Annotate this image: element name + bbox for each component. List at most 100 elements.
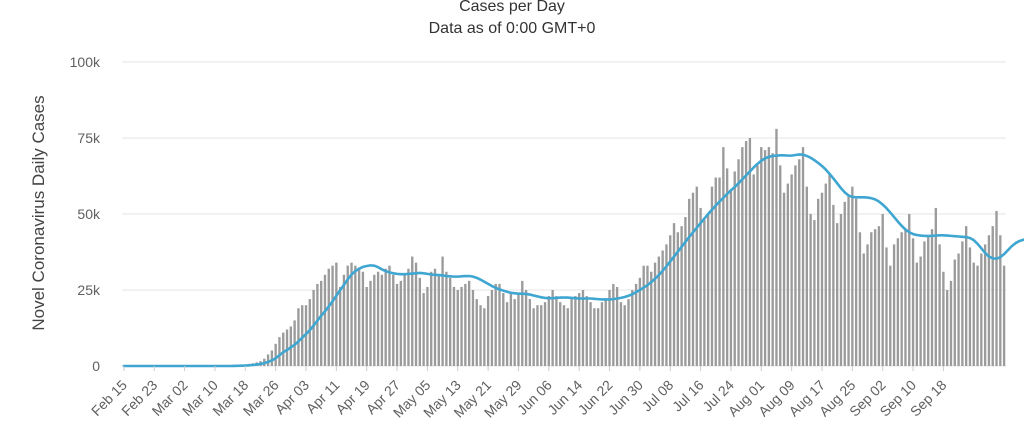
bar — [684, 217, 687, 366]
bar — [862, 253, 865, 366]
bar — [471, 290, 475, 366]
chart-subtitle: Data as of 0:00 GMT+0 — [429, 20, 596, 37]
bar — [464, 283, 467, 366]
bar — [524, 290, 528, 366]
bar — [528, 299, 532, 366]
bar — [870, 232, 873, 366]
bar — [703, 220, 706, 366]
bar — [748, 138, 752, 366]
y-tick-label: 25k — [77, 282, 101, 298]
bar — [744, 141, 748, 366]
bar — [475, 299, 478, 366]
bar — [589, 302, 592, 366]
bar — [502, 293, 505, 366]
bar — [991, 226, 994, 366]
bar — [699, 207, 702, 366]
bar — [540, 305, 543, 366]
bar — [680, 226, 683, 366]
bar — [710, 186, 714, 366]
bar — [885, 247, 888, 366]
bar — [809, 214, 812, 366]
bar — [790, 174, 793, 366]
bar — [824, 183, 827, 366]
bar — [494, 283, 497, 366]
bar — [285, 329, 289, 366]
x-tick-label: Jun 30 — [605, 377, 646, 418]
bar — [786, 183, 790, 366]
bar — [449, 277, 452, 366]
bar — [357, 268, 361, 366]
bar — [946, 290, 949, 366]
bar — [892, 244, 896, 366]
bar — [308, 299, 311, 366]
bar — [619, 302, 623, 366]
bar — [430, 271, 433, 366]
x-tick-label: Apr 03 — [272, 377, 313, 418]
bar — [938, 244, 941, 366]
bar — [543, 302, 547, 366]
bar — [418, 277, 422, 366]
x-tick-label: Jul 16 — [669, 377, 707, 415]
bar — [665, 244, 668, 366]
bar — [771, 153, 774, 366]
x-tick-label: Jul 08 — [639, 377, 677, 415]
bar — [596, 308, 600, 366]
bar — [779, 165, 782, 366]
bar — [505, 302, 509, 366]
bar — [312, 290, 315, 366]
bar — [623, 305, 626, 366]
bar — [794, 165, 797, 366]
bar — [433, 268, 437, 366]
bar — [338, 286, 342, 366]
bar — [915, 262, 919, 366]
bar — [820, 192, 824, 366]
bar — [346, 265, 349, 366]
bar — [972, 262, 975, 366]
bar — [483, 308, 486, 366]
bar — [414, 262, 418, 366]
bar — [562, 305, 566, 366]
bar — [297, 308, 300, 366]
bar — [274, 343, 277, 366]
bar — [566, 308, 569, 366]
bar — [995, 210, 998, 366]
bar — [426, 286, 429, 366]
bar — [490, 290, 494, 366]
bar — [968, 247, 972, 366]
bar — [847, 195, 850, 366]
bar — [411, 256, 414, 366]
bar — [858, 232, 862, 366]
bar — [923, 241, 926, 366]
bar — [987, 235, 991, 366]
bar — [335, 262, 338, 366]
bar — [854, 198, 858, 366]
bar — [881, 214, 884, 366]
bar — [691, 192, 695, 366]
bar — [323, 274, 327, 366]
bar — [930, 229, 934, 366]
bar — [388, 265, 391, 366]
bar — [373, 274, 376, 366]
bar — [498, 283, 501, 366]
y-axis-ticks: 0 25k 50k 75k 100k — [70, 54, 101, 374]
bar — [422, 293, 425, 366]
bar — [532, 308, 535, 366]
bar — [657, 256, 661, 366]
bar — [638, 277, 642, 366]
bar — [331, 265, 334, 366]
bar — [798, 159, 801, 366]
daily-cases-bars — [232, 128, 1006, 366]
bar — [403, 274, 406, 366]
bar — [725, 168, 729, 366]
bar — [407, 268, 410, 366]
bar — [741, 147, 744, 366]
bar — [775, 128, 778, 366]
bar — [320, 280, 323, 366]
bar — [964, 226, 968, 366]
bar — [843, 201, 846, 366]
chart-title: Cases per Day — [459, 0, 565, 15]
bar — [672, 223, 676, 366]
bar — [615, 286, 619, 366]
bar — [961, 241, 964, 366]
bar — [365, 286, 368, 366]
